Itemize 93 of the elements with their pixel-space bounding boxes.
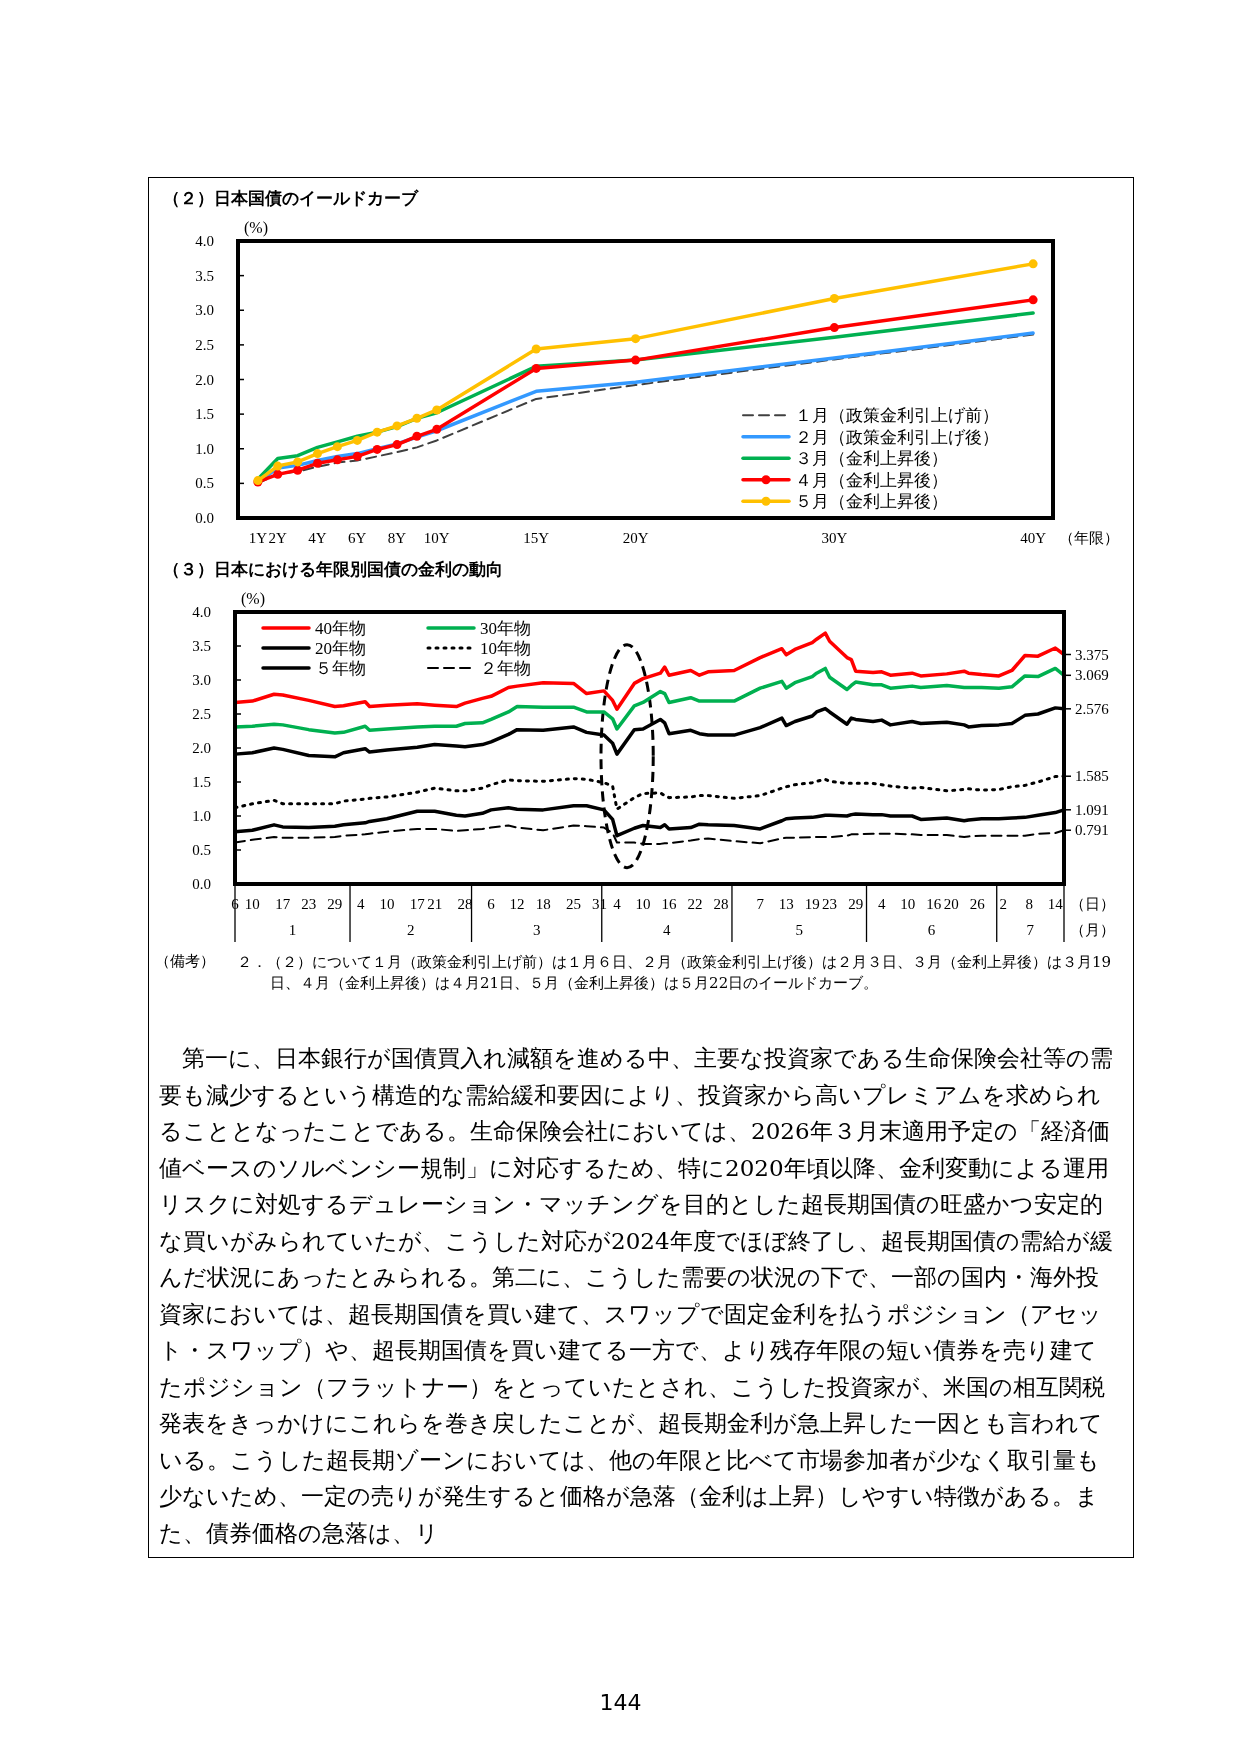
x-tick-label: 29 [848, 896, 864, 912]
x-tick-label: 40Y [1020, 530, 1047, 546]
x-axis-title: （年限） [1059, 530, 1119, 546]
x-axis-title: （日） [1070, 896, 1115, 912]
x-tick-label: 8 [1025, 896, 1034, 912]
y-tick-label: 3.0 [192, 672, 211, 688]
x-tick-label: 23 [301, 896, 317, 912]
x-tick-label: 18 [535, 896, 551, 912]
y-tick-label: 1.0 [192, 808, 211, 824]
legend-label: 10年物 [480, 639, 531, 658]
x-tick-label: 14 [1047, 896, 1064, 912]
x-tick-label: 30Y [821, 530, 848, 546]
text: （備考） [155, 952, 215, 971]
data-label: 3.069 [1075, 667, 1109, 684]
legend-label: ２月（政策金利引上げ後） [795, 427, 999, 447]
x-tick-label: 7 [756, 896, 765, 912]
legend-label: １月（政策金利引上げ前） [795, 406, 999, 426]
text: 第一に、日本銀行が国債買入れ減額を進める中、主要な投資家である生命保険会社等の需要も減少するという構造的な需給緩和要因により、投資家から高いプレミアムを求められることとなったことである。生命保険会社においては、2026年３月末適用予定の「経済価値ベースのソルベンシー規制」に対応するため、特に2020年頃以降、金利変動による運用リスクに対処するデュレーション・マッチングを目的とした超長期国債の旺盛かつ安定的な買いがみられていたが、こうした対応が2024年度でほぼ終了し、超長期国債の需給が緩んだ状況にあったとみられる。第二に、こうした需要の状況の下で、一部の国内・海外投資家においては、超長期国債を買い建て、スワップで固定金利を払うポジション（アセット・スワップ）や、超長期国債を買い建てる一方で、より残存年限の短い債券を売り建てたポジション（フラットナー）をとっていたとされ、こうした投資家が、米国の相互関税発表をきっかけにこれらを巻き戻したことが、超長期金利が急上昇した一因とも言われている。こうした超長期ゾーンにおいては、他の年限と比べて市場参加者が少なく取引量も少ないため、一定の売りが発生すると価格が急落（金利は上昇）しやすい特徴がある。また、債券価格の急落は、リ [159, 1045, 1113, 1546]
y-axis-title: (%) [244, 219, 268, 237]
y-tick-label: 2.5 [195, 336, 214, 353]
data-label: 1.585 [1075, 768, 1109, 785]
y-tick-label: 2.0 [195, 371, 214, 388]
y-tick-label: 1.0 [195, 440, 214, 457]
x-tick-label: 21 [427, 896, 443, 912]
x-tick-label: 25 [566, 896, 582, 912]
data-label: 2.576 [1075, 700, 1110, 717]
legend-label: 20年物 [315, 639, 366, 658]
y-tick-label: 0.5 [192, 842, 211, 858]
x-tick-label: 10 [244, 896, 260, 912]
x-tick-label: 16 [926, 896, 942, 912]
x-tick-label: 20 [943, 896, 959, 912]
x-tick-label: 6 [487, 896, 496, 912]
data-label: 1.091 [1075, 801, 1109, 818]
chart-title: （２）日本国債のイールドカーブ [163, 188, 419, 208]
y-tick-label: 0.0 [192, 876, 211, 892]
x-tick-label: 17 [275, 896, 291, 912]
x-tick-label: 12 [509, 896, 525, 912]
legend-label: ５月（金利上昇後） [795, 492, 948, 512]
x-tick-label: 29 [327, 896, 343, 912]
x-tick-label: 2Y [268, 530, 288, 546]
text: 6 [927, 922, 936, 938]
x-tick-label: 23 [822, 896, 838, 912]
x-tick-label: 10 [900, 896, 916, 912]
x-tick-label: 10 [379, 896, 395, 912]
y-tick-label: 3.5 [192, 638, 211, 654]
x-tick-label: 4 [357, 896, 366, 912]
text: （月） [1070, 922, 1115, 938]
legend-label: 30年物 [480, 619, 531, 638]
x-tick-label: 8Y [387, 530, 407, 546]
y-tick-label: 1.5 [192, 774, 211, 790]
legend-label: ５年物 [315, 659, 366, 678]
y-tick-label: 2.5 [192, 706, 211, 722]
text: 3 [532, 922, 541, 938]
x-tick-label: 26 [969, 896, 986, 912]
chart-title: （３）日本における年限別国債の金利の動向 [163, 559, 503, 579]
text: 1 [288, 922, 297, 938]
text: ２．（２）について１月（政策金利引上げ前）は１月６日、２月（政策金利引上げ後）は２月３日、３月（金利上昇後）は３月19日、４月（金利上昇後）は４月21日、５月（金利上昇後）は５月22日のイールドカーブ。 [237, 952, 1113, 994]
data-label: 0.791 [1075, 822, 1109, 839]
text: 144 [598, 1690, 643, 1715]
text: 5 [795, 922, 803, 938]
x-tick-label: 28 [713, 896, 729, 912]
legend-label: ２年物 [480, 659, 531, 678]
x-tick-label: 4 [877, 896, 886, 912]
x-tick-label: 13 [778, 896, 794, 912]
x-tick-label: 22 [687, 896, 703, 912]
legend-label: 40年物 [315, 619, 366, 638]
legend-label: ３月（金利上昇後） [795, 449, 948, 469]
text: 4 [663, 922, 672, 938]
x-tick-label: 19 [804, 896, 820, 912]
text: 2 [407, 922, 415, 938]
y-tick-label: 3.5 [195, 267, 214, 284]
y-tick-label: 3.0 [195, 302, 214, 319]
y-tick-label: 0.5 [195, 475, 214, 492]
x-tick-label: 10 [635, 896, 651, 912]
y-tick-label: 4.0 [192, 604, 211, 620]
x-tick-label: 6Y [348, 530, 367, 546]
data-label: 3.375 [1075, 646, 1109, 663]
x-tick-label: 20Y [622, 530, 649, 546]
x-tick-label: 4 [613, 896, 622, 912]
legend-label: ４月（金利上昇後） [795, 470, 948, 490]
x-tick-label: 10Y [423, 530, 450, 546]
x-tick-label: 4Y [308, 530, 327, 546]
x-tick-label: 1Y [248, 530, 268, 546]
x-tick-label: 2 [999, 896, 1007, 912]
x-tick-label: 15Y [523, 530, 550, 546]
y-axis-title: (%) [241, 590, 265, 608]
y-tick-label: 0.0 [195, 510, 214, 526]
y-tick-label: 1.5 [195, 406, 214, 423]
text: 7 [1026, 922, 1035, 938]
y-tick-label: 4.0 [195, 233, 214, 249]
x-tick-label: 17 [409, 896, 426, 912]
x-tick-label: 16 [661, 896, 678, 912]
y-tick-label: 2.0 [192, 740, 211, 756]
